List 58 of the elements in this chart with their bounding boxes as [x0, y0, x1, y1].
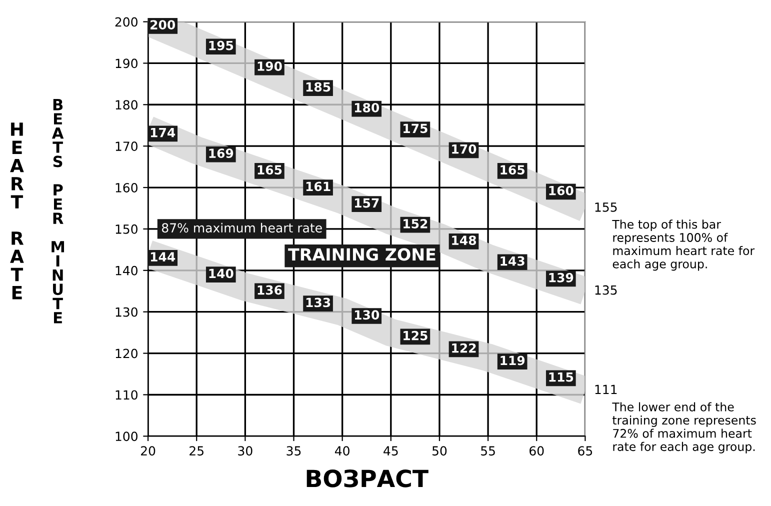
data-label: 139: [549, 272, 574, 282]
x-tick-label: 65: [578, 446, 592, 456]
data-label: 130: [354, 310, 380, 320]
data-label: 175: [404, 124, 428, 134]
text: The lower end of the training zone represents 72% of maximum heart rate for each age group.: [612, 402, 756, 454]
data-label: 160: [549, 186, 574, 196]
text: The top of this bar represents 100% of maximum heart rate for each age group.: [612, 220, 755, 271]
y-tick-label: 160: [116, 182, 138, 192]
y-tick-label: 120: [116, 348, 138, 358]
x-tick-label: 60: [530, 446, 544, 456]
data-label: 122: [452, 343, 476, 353]
x-tick-label: 50: [432, 446, 447, 456]
y-tick-label: 100: [116, 432, 138, 442]
data-label: 152: [404, 218, 428, 228]
x-tick-label: 30: [238, 446, 252, 456]
data-label: 135: [595, 285, 617, 295]
y-tick-label: 150: [116, 224, 138, 234]
data-label: 174: [150, 128, 176, 138]
data-label: 157: [354, 198, 379, 208]
x-axis-title: ВОЗРАСТ: [306, 470, 428, 488]
x-tick-label: 45: [384, 446, 398, 456]
data-label: 115: [549, 372, 574, 382]
data-label: 190: [258, 62, 282, 71]
y-tick-label: 180: [116, 100, 138, 110]
data-label: 148: [452, 236, 476, 246]
data-label: 111: [595, 384, 617, 394]
text: BEATS PER MINUTE: [52, 99, 64, 324]
data-label: 161: [306, 182, 330, 192]
data-label: 170: [452, 144, 476, 154]
y-tick-label: 130: [116, 307, 138, 317]
data-label: 155: [595, 202, 617, 212]
x-tick-label: 20: [140, 446, 156, 456]
x-tick-label: 25: [190, 446, 204, 456]
x-tick-label: 35: [286, 446, 301, 456]
data-label: 200: [150, 20, 176, 30]
data-label: 195: [209, 40, 234, 50]
y-tick-label: 200: [115, 17, 138, 27]
annotation: TRAINING ZONE: [288, 248, 436, 261]
data-label: 125: [404, 330, 428, 340]
x-tick-label: 55: [481, 446, 495, 456]
data-label: 133: [306, 298, 330, 308]
x-tick-label: 40: [334, 446, 350, 456]
data-label: 165: [500, 165, 525, 175]
annotation: 87% maximum heart rate: [162, 222, 322, 233]
data-label: 180: [354, 102, 380, 112]
chart-title: HEART RATE: [10, 122, 24, 300]
data-label: 140: [209, 268, 234, 278]
data-label: 185: [306, 82, 330, 92]
y-tick-label: 170: [116, 142, 138, 152]
data-label: 165: [258, 165, 282, 175]
data-label: 143: [500, 256, 524, 266]
data-label: 144: [150, 252, 176, 262]
data-label: 136: [258, 285, 282, 295]
y-tick-label: 190: [116, 58, 138, 68]
data-label: 119: [500, 356, 525, 366]
y-tick-label: 140: [116, 266, 138, 276]
y-tick-label: 110: [116, 390, 138, 400]
data-label: 169: [209, 148, 234, 158]
